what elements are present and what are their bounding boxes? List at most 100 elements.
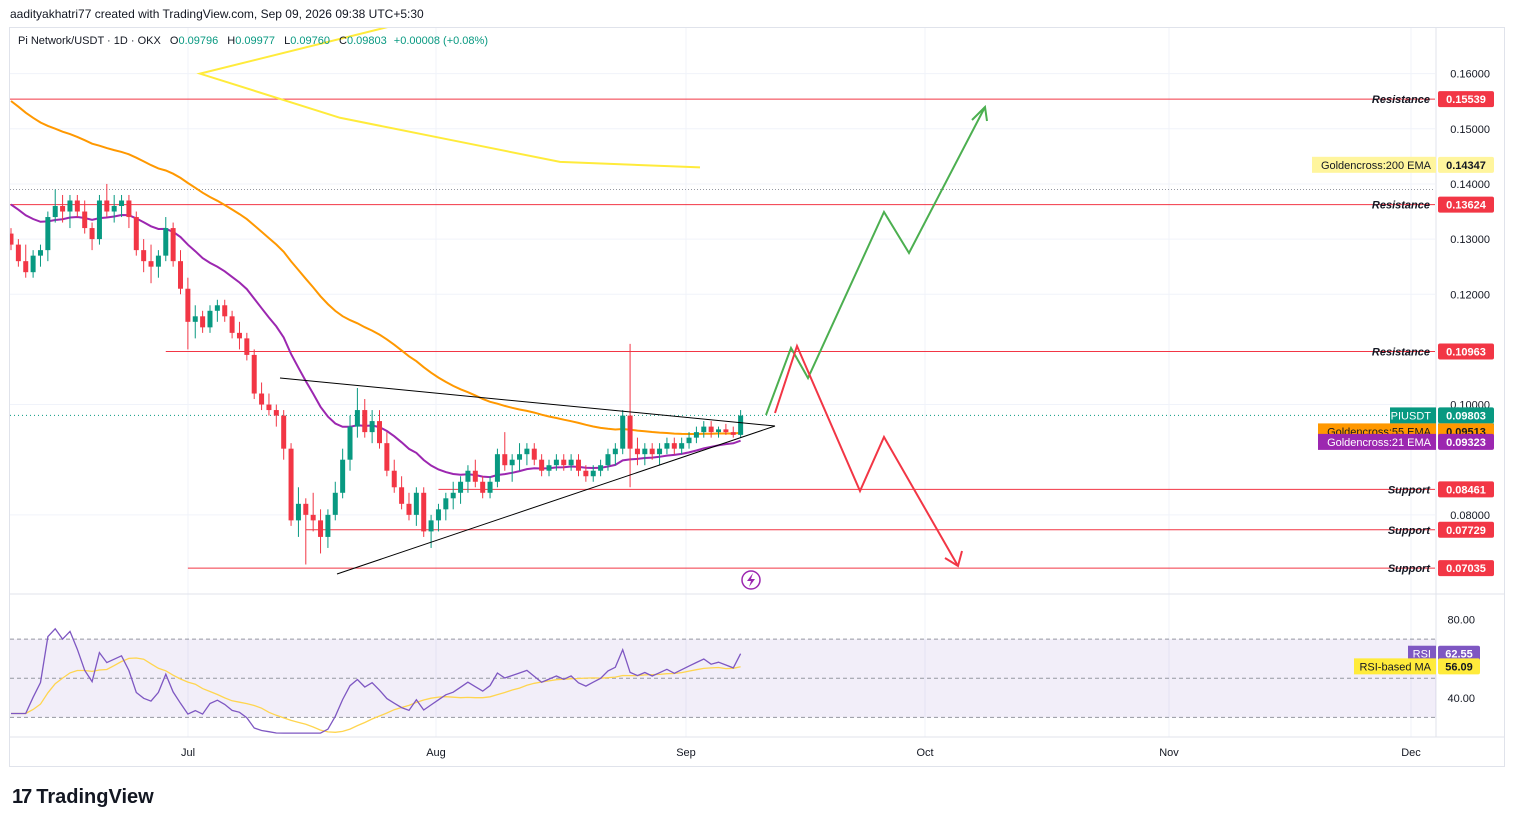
candle-body [487,481,493,493]
candle-body [502,454,508,466]
bullish-scenario-path [765,106,986,416]
level-tag-value: 0.07035 [1446,563,1486,575]
candle-body [200,316,206,328]
y-tick-label: 0.16000 [1450,69,1490,81]
candle-body [251,354,257,394]
ema200-line [196,28,701,169]
candle-body [89,228,95,240]
tradingview-logo[interactable]: 17 TradingView [12,786,154,809]
candle-body [561,459,567,466]
symbol-legend: Pi Network/USDT · 1D · OKX O0.09796 H0.0… [18,35,488,47]
candle-body [362,410,368,433]
level-tag [1438,91,1494,108]
candle-body [539,459,545,471]
candle-body [524,448,530,455]
y-tick-label: 0.12000 [1450,289,1490,301]
candle-body [480,481,486,493]
x-tick-label: Nov [1159,747,1179,759]
candle-body [649,448,655,455]
y-tick-label: 0.08000 [1450,510,1490,522]
candle-body [413,492,419,515]
candle-body [222,305,228,317]
rsi-tag-value-box [1438,658,1480,675]
level-label-resistance: Resistance [1372,346,1430,358]
lightning-icon-glyph [747,573,755,587]
level-label-resistance: Resistance [1372,200,1430,212]
change-value: +0.00008 (+0.08%) [393,35,488,47]
rsi-tag-value-box [1438,645,1480,662]
level-tag [1438,343,1494,360]
y-tick-label: 0.15000 [1450,124,1490,136]
candle-body [163,228,169,256]
rsi-tag-name: RSI-based MA [1359,661,1431,673]
candle-body [583,470,589,477]
candle-body [295,503,301,521]
candle-body [605,454,611,466]
symbol-title: Pi Network/USDT · 1D · OKX [18,35,161,47]
rsi-pane [11,627,742,734]
candle-body [155,255,161,267]
y-tick-label: 0.13000 [1450,234,1490,246]
tag-value-box [1438,433,1494,450]
open-value: 0.09796 [178,35,219,47]
tag-name-box [1312,156,1436,173]
low-value: 0.09760 [290,35,330,47]
candle-body [384,443,390,471]
candle-body [178,261,184,289]
candle-body [288,448,294,521]
candle-body [332,492,338,515]
rsi-tag-value: 62.55 [1445,649,1473,661]
level-label-support: Support [1388,563,1431,575]
rsi-ma-line [11,657,741,733]
chart-frame [9,27,1505,767]
candle-body [465,470,471,482]
candle-body [303,503,309,515]
candle-body [590,470,596,477]
x-tick-label: Oct [916,747,933,759]
candle-body [347,426,353,460]
y-tick-label: 0.14000 [1450,179,1490,191]
candle-body [546,465,552,471]
x-tick-label: Jul [181,747,195,759]
candle-body [111,206,117,212]
candle-body [391,470,397,488]
candle-body [509,459,515,466]
candle-body [52,206,58,218]
tag-value: 0.09323 [1446,437,1486,449]
rsi-line [11,627,742,734]
candle-body [575,459,581,471]
high-value: 0.09977 [235,35,275,47]
level-tag [1438,560,1494,577]
candle-body [443,498,449,510]
main-pane [10,28,1435,575]
candle-body [671,443,677,449]
candle-body [716,429,722,433]
candle-body [568,459,574,466]
rsi-tag-name: RSI [1413,649,1431,661]
trendline-upper [279,377,776,427]
candle-body [472,470,478,482]
rsi-tag-name-box [1408,645,1436,662]
tag-name-box [1318,433,1436,450]
level-tag [1438,196,1494,213]
candle-body [30,255,36,273]
candle-body [119,200,125,207]
bullish-arrowhead [971,104,988,122]
candle-body [450,492,456,499]
level-tag-value: 0.07729 [1446,525,1486,537]
candle-body [325,514,331,537]
candle-body [104,200,110,212]
candle-body [730,432,736,435]
candle-body [369,421,375,433]
candle-body [701,426,707,433]
candle-body [37,250,43,256]
level-tag [1438,481,1494,498]
tag-name-box [1390,407,1436,424]
high-label: H [227,35,236,47]
candle-body [192,316,198,322]
candle-body [10,233,14,245]
lightning-icon [741,570,761,590]
candle-body [23,261,29,273]
